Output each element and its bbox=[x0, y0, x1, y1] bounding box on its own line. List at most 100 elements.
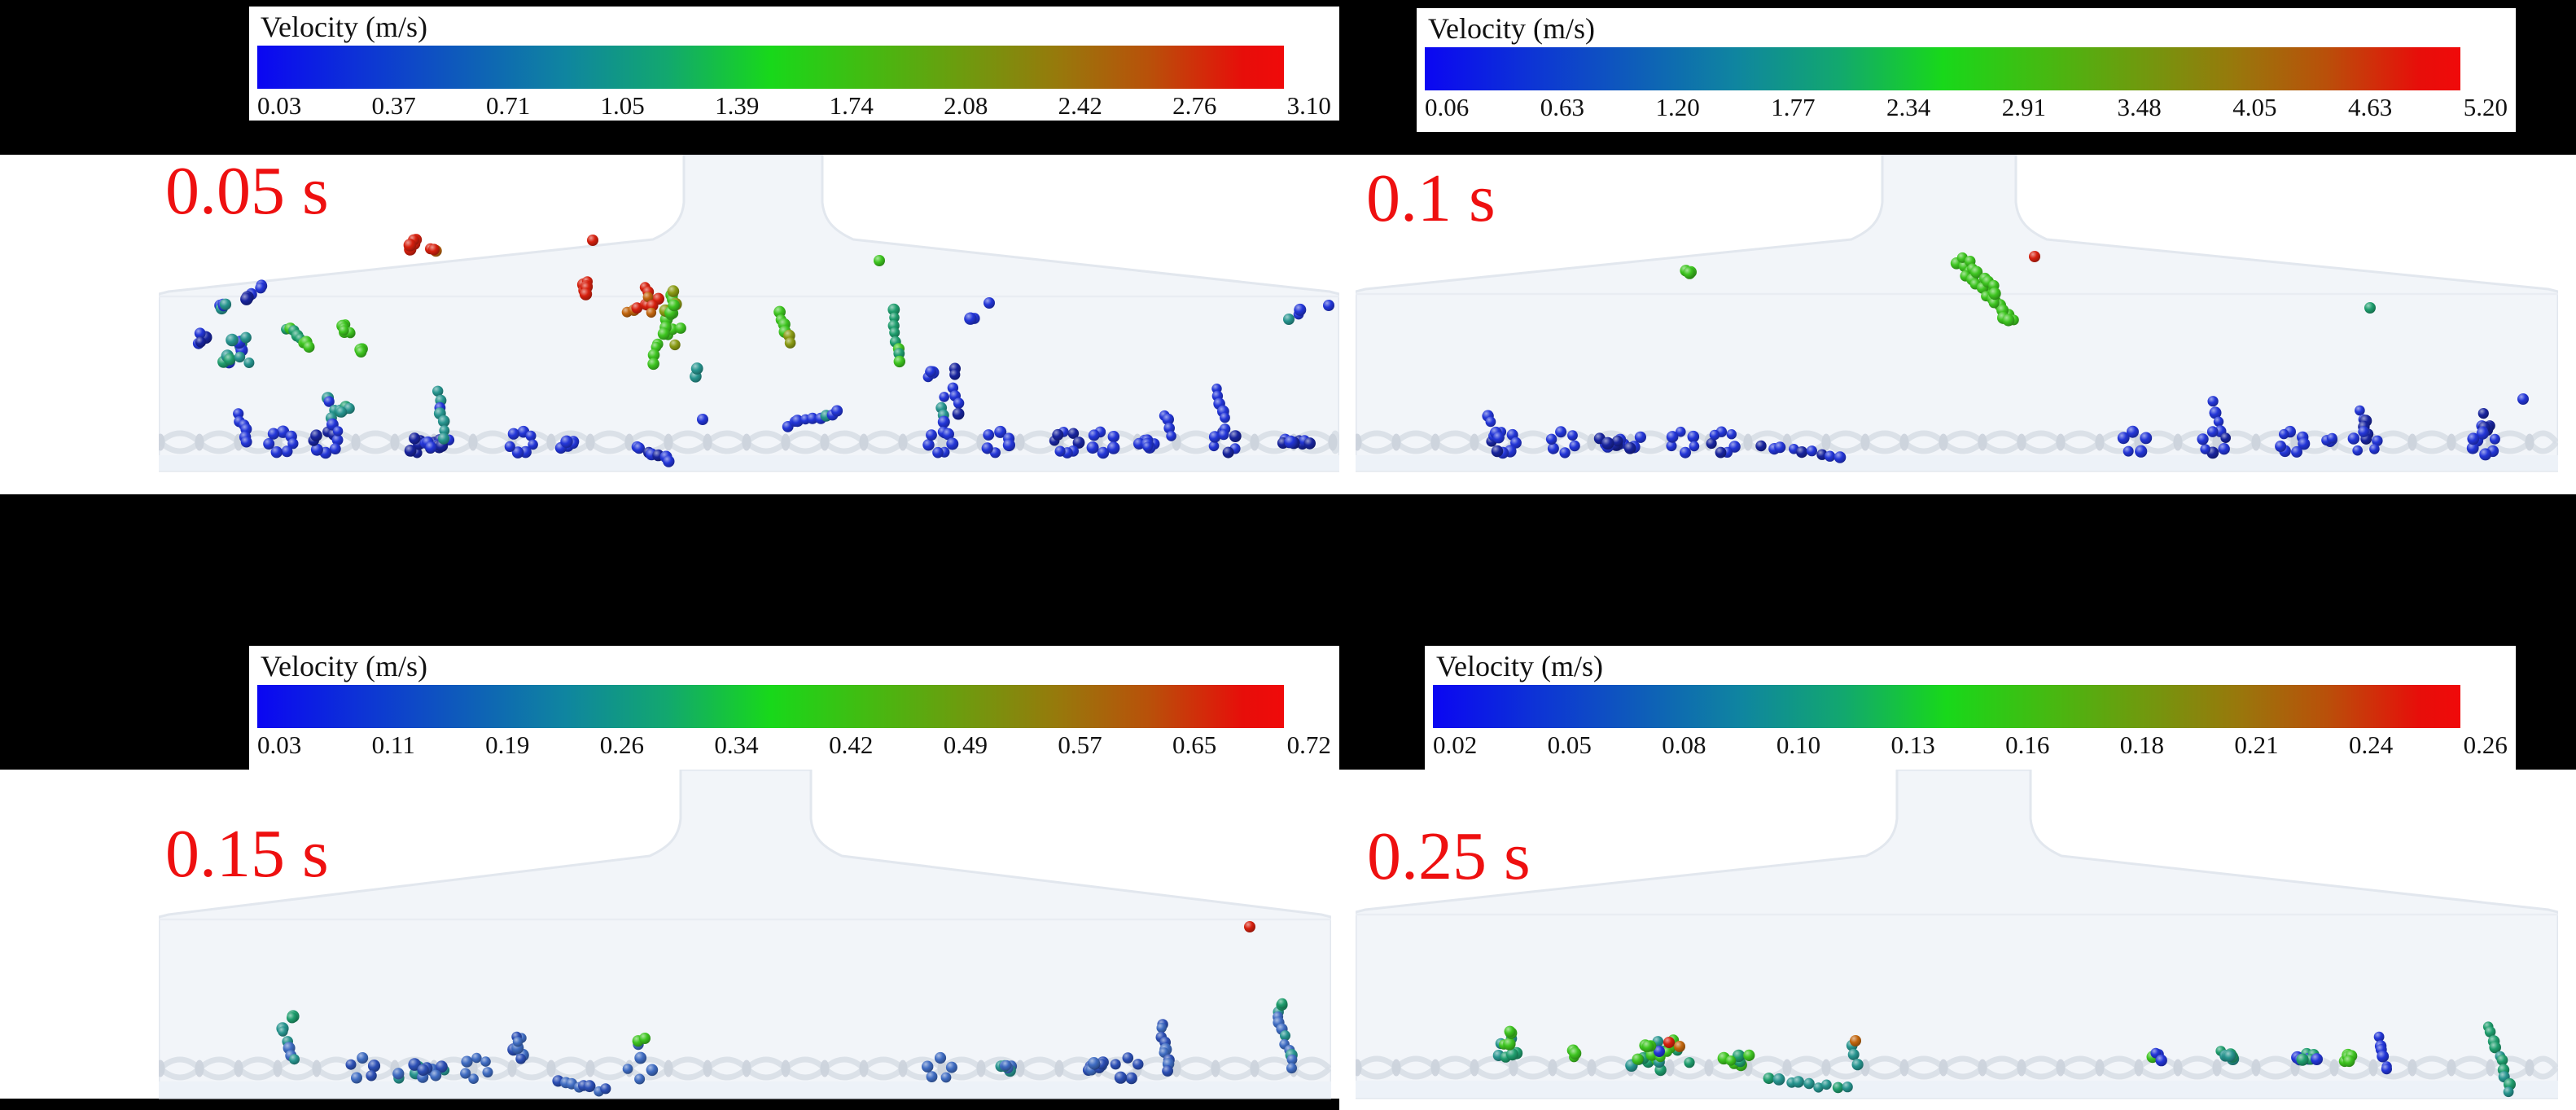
particle bbox=[2364, 302, 2376, 314]
particle bbox=[2377, 1050, 2390, 1063]
particle bbox=[1833, 451, 1847, 463]
particle bbox=[515, 1053, 527, 1064]
colorbar-tick-label: 5.20 bbox=[2463, 93, 2508, 121]
particle bbox=[1569, 1046, 1582, 1060]
particle bbox=[392, 1068, 405, 1080]
particle-cluster bbox=[2197, 426, 2231, 459]
particle bbox=[2223, 1050, 2236, 1062]
particle-cluster bbox=[233, 408, 252, 448]
particle bbox=[194, 327, 206, 340]
particle bbox=[2373, 1031, 2385, 1042]
particle bbox=[468, 1073, 479, 1084]
particle bbox=[889, 327, 900, 338]
particle bbox=[310, 443, 323, 456]
colorbar-tick-label: 2.42 bbox=[1058, 91, 1102, 120]
particle bbox=[329, 443, 341, 454]
particle-cluster bbox=[1706, 426, 1741, 458]
particle bbox=[1284, 435, 1297, 449]
particle bbox=[482, 1067, 493, 1078]
particle bbox=[2117, 432, 2130, 445]
particle bbox=[1323, 300, 1334, 311]
particle bbox=[2517, 393, 2529, 405]
particle-cluster bbox=[2466, 427, 2500, 461]
particle-cluster bbox=[631, 441, 675, 467]
simulation-view bbox=[1356, 155, 2558, 472]
particle bbox=[270, 446, 283, 458]
particle bbox=[1632, 1053, 1644, 1065]
particle-cluster bbox=[2117, 425, 2153, 458]
particle bbox=[1806, 445, 1817, 457]
particle-cluster bbox=[1717, 1049, 1755, 1072]
particle bbox=[1156, 1022, 1167, 1033]
particle bbox=[937, 415, 950, 428]
particle bbox=[1286, 1054, 1298, 1065]
particle-cluster bbox=[1211, 384, 1231, 441]
particle bbox=[1110, 1059, 1121, 1070]
particle bbox=[240, 436, 252, 448]
particle bbox=[1851, 1059, 1864, 1071]
particle bbox=[1611, 435, 1623, 447]
particle-cluster bbox=[2347, 426, 2383, 456]
particle bbox=[2279, 428, 2289, 440]
particle bbox=[289, 1054, 300, 1065]
colorbar-tick-label: 3.10 bbox=[1286, 91, 1331, 120]
particle bbox=[1166, 431, 1176, 441]
particle-cluster bbox=[782, 405, 843, 432]
particle bbox=[1850, 1035, 1861, 1046]
colorbar-tick-label: 0.57 bbox=[1058, 730, 1102, 759]
particle bbox=[642, 292, 654, 302]
particle bbox=[1097, 446, 1110, 459]
particle bbox=[1244, 921, 1255, 932]
colorbar-tick-label: 0.05 bbox=[1547, 730, 1592, 759]
particle bbox=[2135, 445, 2148, 458]
particle bbox=[2029, 251, 2040, 262]
particle-cluster bbox=[255, 279, 268, 294]
particle bbox=[287, 438, 299, 450]
particle bbox=[1208, 441, 1220, 452]
particle bbox=[1687, 430, 1700, 443]
particle-cluster bbox=[1654, 1046, 1665, 1057]
particle bbox=[480, 1056, 491, 1067]
particle-cluster bbox=[2338, 1048, 2358, 1068]
colorbar-ticks: 0.06 0.63 1.20 1.77 2.34 2.91 3.48 4.05 4.63 5.20 bbox=[1425, 93, 2508, 122]
particle bbox=[345, 1059, 357, 1070]
particle bbox=[1847, 1048, 1860, 1060]
particle bbox=[226, 333, 239, 347]
particle-cluster bbox=[2373, 1031, 2392, 1075]
particle bbox=[1504, 1025, 1516, 1038]
colorbar-ticks: 0.02 0.05 0.08 0.10 0.13 0.16 0.18 0.21 0.24 0.26 bbox=[1433, 730, 2508, 760]
particle bbox=[657, 327, 670, 340]
hopper-domain bbox=[1356, 770, 2558, 1098]
particle bbox=[234, 351, 246, 363]
colorbar-tick-label: 1.77 bbox=[1771, 93, 1816, 121]
particle bbox=[461, 1055, 473, 1068]
particle-cluster bbox=[354, 343, 368, 358]
particle-cluster bbox=[345, 1052, 381, 1084]
particle bbox=[2477, 408, 2489, 419]
colorbar-tick-label: 0.06 bbox=[1425, 93, 1470, 121]
particle-cluster bbox=[404, 432, 455, 458]
particle bbox=[639, 1033, 651, 1044]
particle-cluster bbox=[1956, 252, 2001, 301]
colorbar-tick-label: 0.72 bbox=[1286, 730, 1331, 759]
particle bbox=[791, 415, 804, 428]
colorbar-tick-label: 0.13 bbox=[1890, 730, 1935, 759]
domain-footer bbox=[159, 455, 1339, 471]
particle bbox=[1294, 303, 1307, 316]
particle-cluster bbox=[217, 331, 255, 369]
particle bbox=[994, 425, 1007, 438]
particle bbox=[2291, 445, 2302, 458]
colorbar-title: Velocity (m/s) bbox=[1436, 650, 1603, 682]
particle bbox=[1803, 1077, 1815, 1090]
particle bbox=[874, 255, 885, 266]
particle bbox=[1067, 428, 1080, 439]
particle bbox=[1286, 1063, 1297, 1074]
particle bbox=[1725, 1055, 1737, 1066]
particle-cluster bbox=[1763, 1073, 1853, 1094]
colorbar-title: Velocity (m/s) bbox=[261, 11, 427, 43]
black-bottom-strip bbox=[0, 1099, 1339, 1110]
particle-cluster bbox=[922, 426, 959, 458]
particle-cluster bbox=[2517, 393, 2529, 405]
particle-cluster bbox=[2291, 1047, 2323, 1066]
particle-cluster bbox=[1850, 1035, 1861, 1046]
